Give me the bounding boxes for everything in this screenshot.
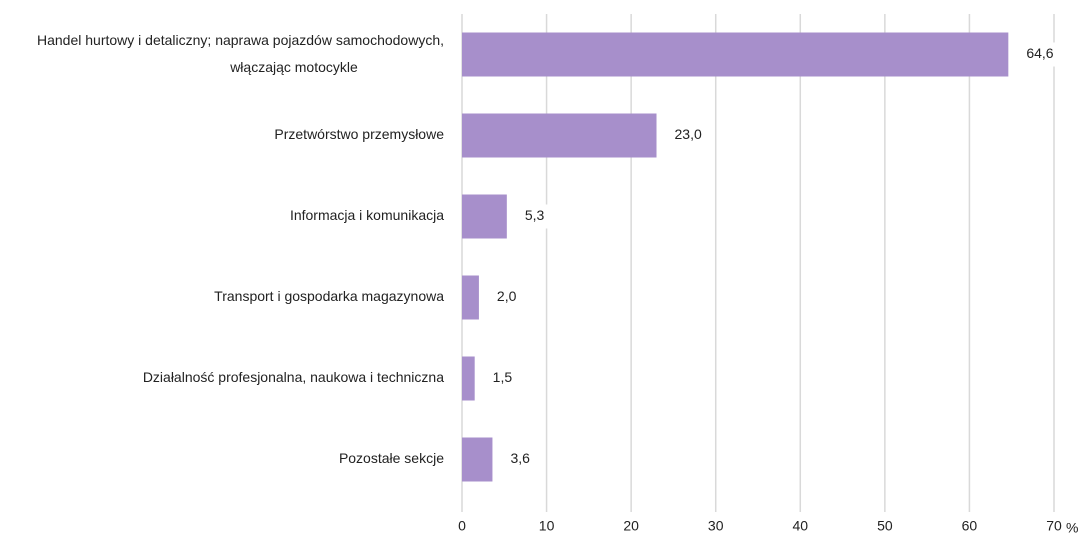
x-tick-label: 20 xyxy=(623,518,639,534)
y-tick-label: Handel hurtowy i detaliczny; naprawa poj… xyxy=(37,32,444,75)
y-tick-label-line: Handel hurtowy i detaliczny; naprawa poj… xyxy=(37,32,444,48)
x-tick-label: 0 xyxy=(458,518,466,534)
value-label-bg xyxy=(502,447,543,472)
x-tick-label: 10 xyxy=(539,518,555,534)
x-tick-label: 60 xyxy=(962,518,978,534)
value-label: 23,0 xyxy=(675,126,702,142)
bar xyxy=(462,113,657,158)
value-label: 64,6 xyxy=(1026,45,1053,61)
bar xyxy=(462,437,493,482)
value-label-bg xyxy=(666,123,707,148)
y-tick-label: Działalność profesjonalna, naukowa i tec… xyxy=(143,369,444,385)
x-tick-label: 30 xyxy=(708,518,724,534)
value-label-bg xyxy=(516,204,557,229)
value-label: 1,5 xyxy=(493,369,513,385)
y-tick-label: Pozostałe sekcje xyxy=(339,450,444,466)
bar xyxy=(462,356,475,401)
y-tick-label: Przetwórstwo przemysłowe xyxy=(274,126,444,142)
bar xyxy=(462,275,479,320)
x-tick-label: 50 xyxy=(877,518,893,534)
bar xyxy=(462,194,507,239)
value-label-bg xyxy=(484,366,525,391)
y-tick-label: Informacja i komunikacja xyxy=(290,207,444,223)
bar xyxy=(462,32,1009,77)
value-label: 3,6 xyxy=(510,450,530,466)
value-label-bg xyxy=(1018,42,1059,67)
y-tick-label: Transport i gospodarka magazynowa xyxy=(214,288,444,304)
x-unit-label: % xyxy=(1066,520,1078,536)
x-tick-label: 70 xyxy=(1046,518,1062,534)
x-tick-label: 40 xyxy=(792,518,808,534)
value-label: 2,0 xyxy=(497,288,517,304)
y-tick-label-line: włączając motocykle xyxy=(229,59,358,75)
value-label-bg xyxy=(488,285,529,310)
value-label: 5,3 xyxy=(525,207,545,223)
